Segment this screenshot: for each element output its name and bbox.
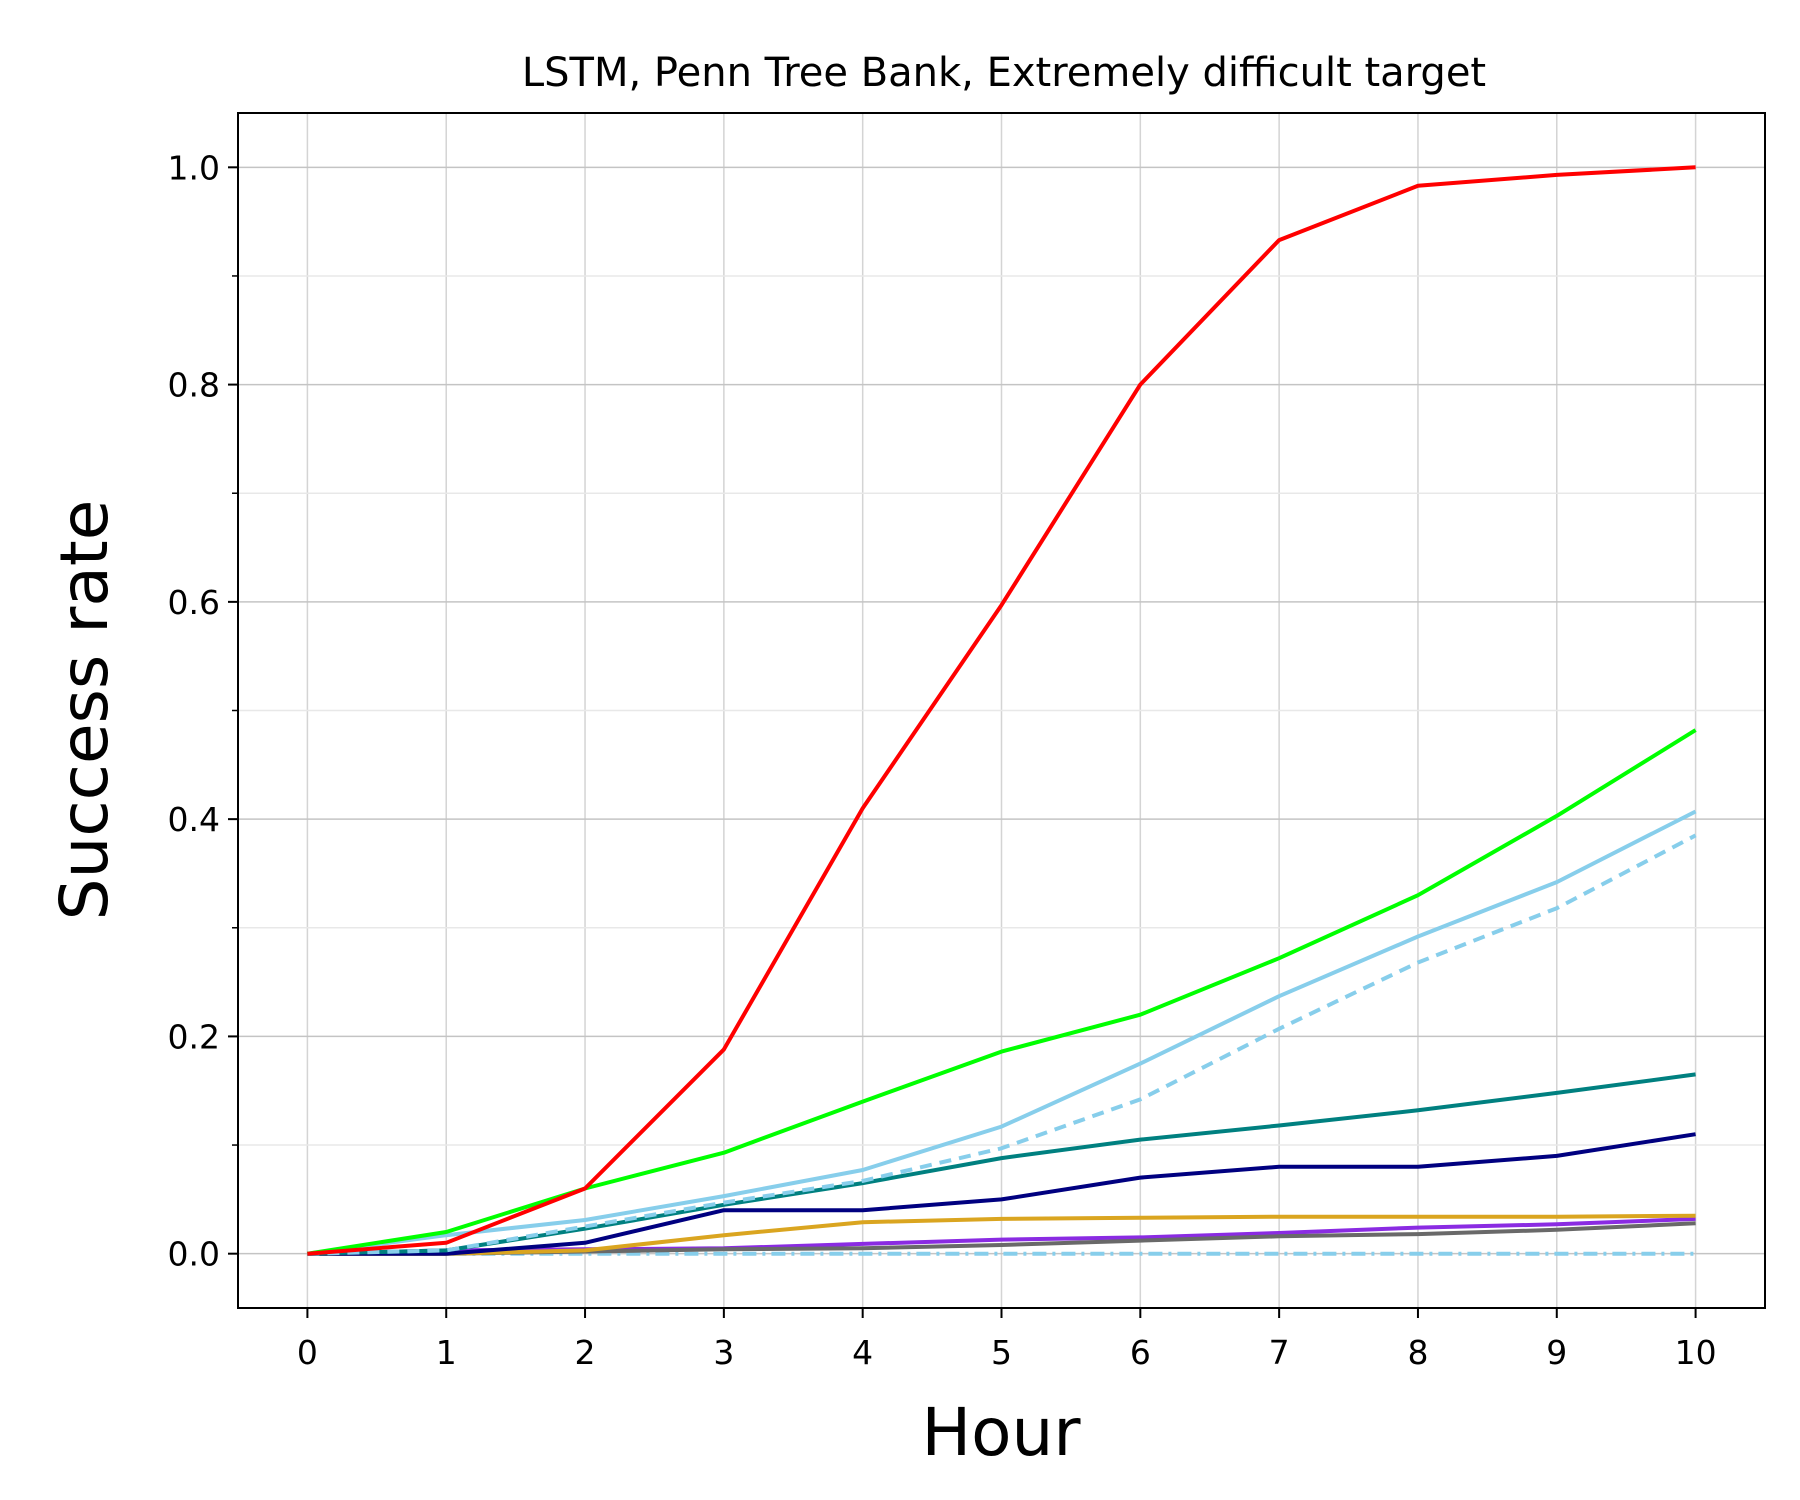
series-line-2 — [307, 728, 1697, 1256]
x-tick-label: 3 — [713, 1333, 734, 1372]
series-line-4 — [307, 833, 1697, 1256]
ticks: 0 1 2 3 4 5 6 7 8 9 10 0.0 0.2 0.4 0.6 0.8 1.0 — [168, 148, 1717, 1372]
x-axis-label: Hour — [922, 1394, 1082, 1471]
series-line-6 — [307, 1132, 1696, 1256]
x-tick-label: 0 — [297, 1333, 318, 1372]
x-tick-label: 4 — [852, 1333, 873, 1372]
x-tick-label: 2 — [575, 1333, 596, 1372]
x-tick-label: 8 — [1407, 1333, 1428, 1372]
y-axis-label: Success rate — [46, 500, 123, 921]
y-tick-label: 0.0 — [168, 1235, 220, 1274]
y-tick-label: 0.6 — [168, 583, 220, 622]
x-tick-label: 6 — [1130, 1333, 1151, 1372]
chart-title: LSTM, Penn Tree Bank, Extremely difficul… — [522, 50, 1486, 96]
series-line-7 — [307, 1213, 1696, 1256]
y-tick-label: 1.0 — [168, 148, 220, 187]
x-tick-label: 10 — [1675, 1333, 1717, 1372]
series-line-5 — [307, 1072, 1696, 1256]
x-tick-label: 7 — [1269, 1333, 1290, 1372]
x-tick-label: 1 — [436, 1333, 457, 1372]
x-tick-label: 5 — [991, 1333, 1012, 1372]
y-tick-label: 0.2 — [168, 1017, 220, 1056]
y-tick-label: 0.4 — [168, 800, 220, 839]
series-line-1 — [307, 165, 1696, 1256]
series-layer — [307, 165, 1697, 1256]
series-line-3 — [307, 809, 1697, 1256]
y-tick-label: 0.8 — [168, 366, 220, 405]
grid — [238, 113, 1765, 1308]
x-tick-label: 9 — [1546, 1333, 1567, 1372]
